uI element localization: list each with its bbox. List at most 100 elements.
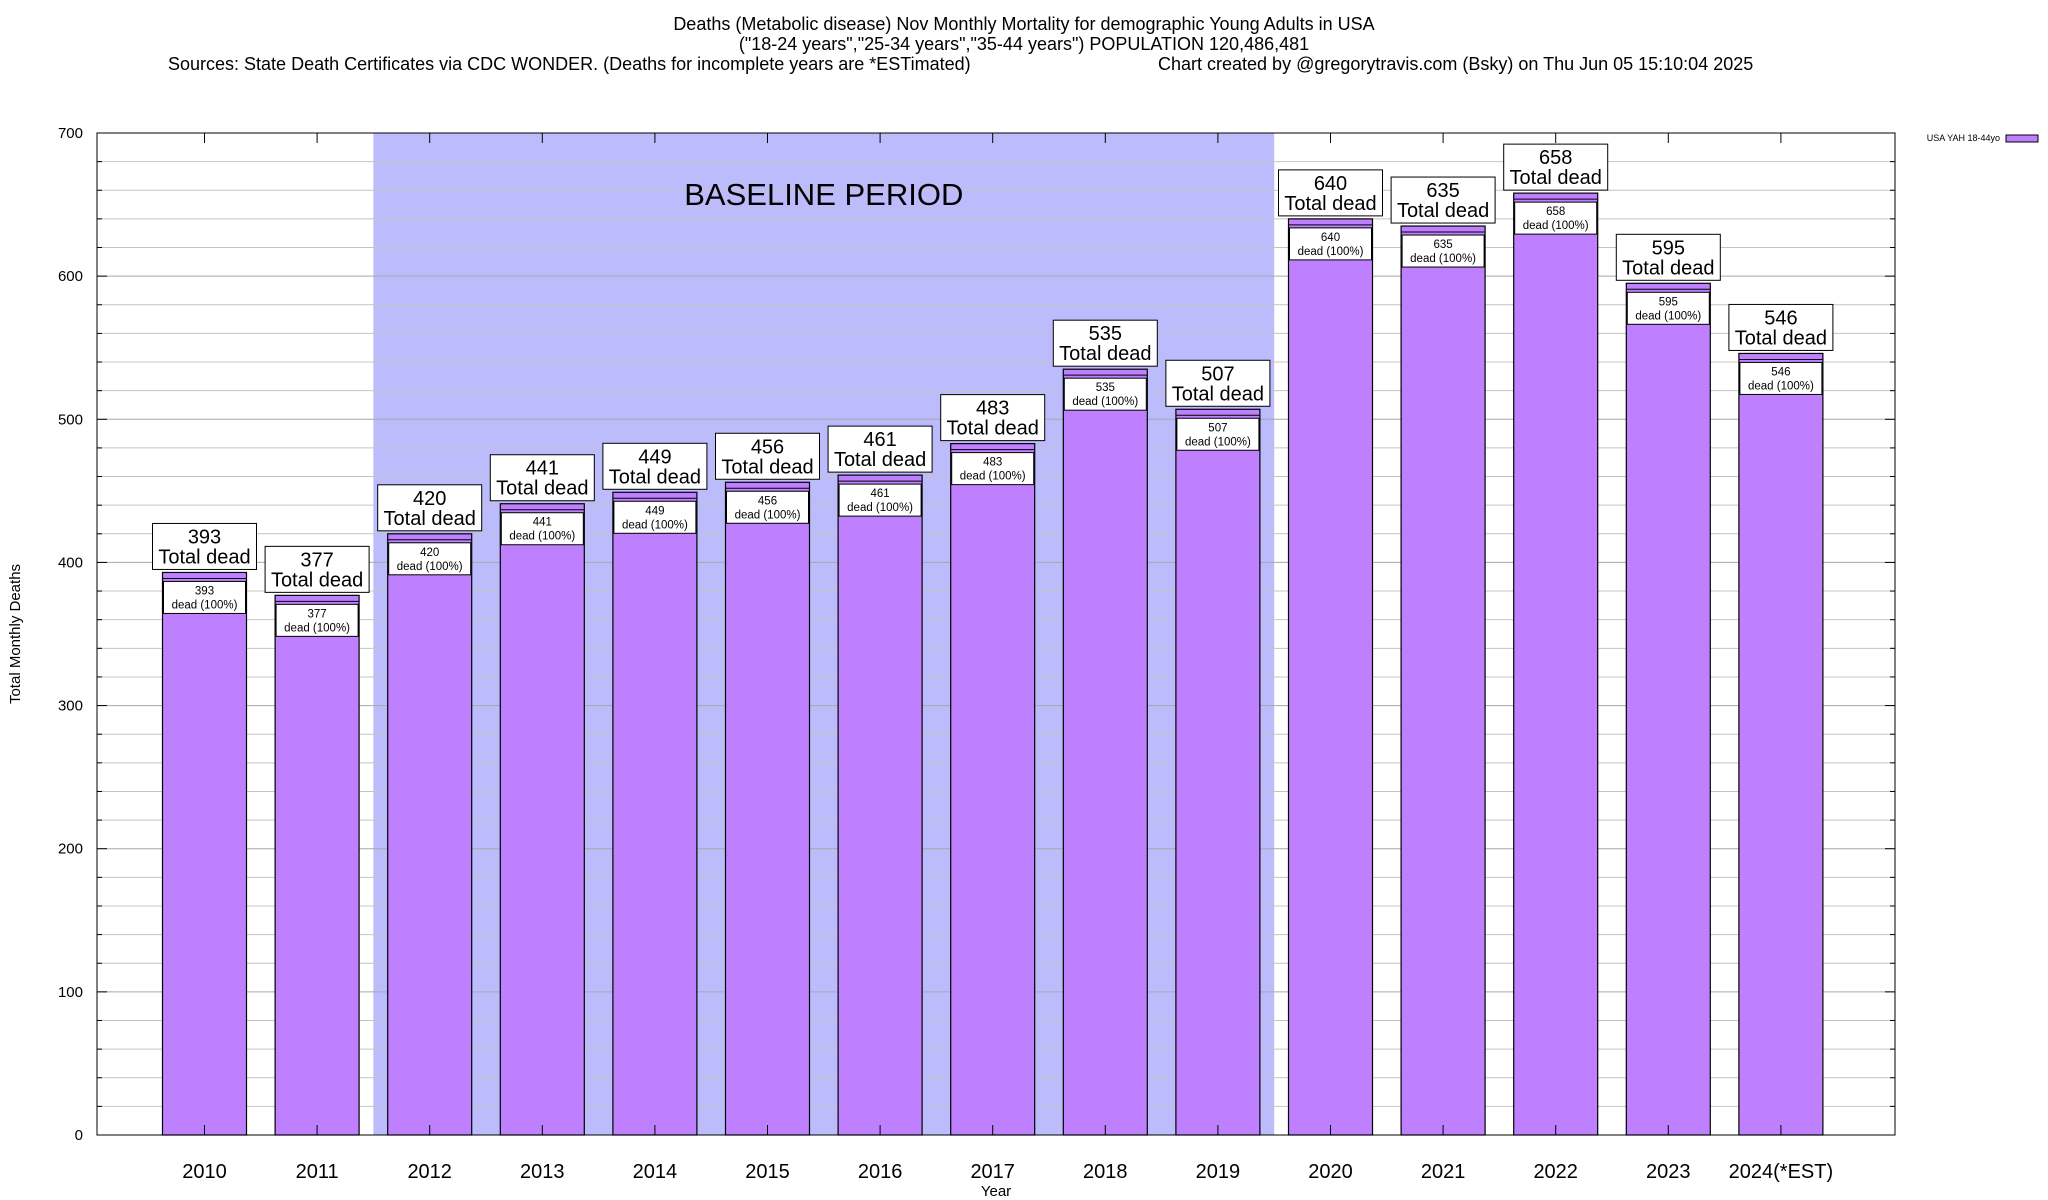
bar-inner-label-box xyxy=(1626,291,1710,325)
bar-inner-label-box xyxy=(1289,227,1372,261)
x-tick-label: 2012 xyxy=(407,1161,452,1183)
bar-inner-value: 449 xyxy=(645,505,664,517)
x-tick-label: 2024(*EST) xyxy=(1729,1161,1834,1183)
x-tick-label: 2010 xyxy=(182,1161,227,1183)
bar-2011 xyxy=(274,594,360,1136)
y-tick-label: 700 xyxy=(58,125,83,142)
bar-2017 xyxy=(950,443,1036,1136)
chart-title-line-1: Deaths (Metabolic disease) Nov Monthly M… xyxy=(673,14,1375,34)
bar-inner-label: dead (100%) xyxy=(397,561,463,573)
legend: USA YAH 18-44yo xyxy=(1927,133,2039,143)
bar-inner-label: dead (100%) xyxy=(847,502,913,514)
bar-inner-label: dead (100%) xyxy=(509,531,575,543)
bar-inner-label: dead (100%) xyxy=(172,599,238,611)
bar-total-label: Total dead xyxy=(609,466,701,488)
x-tick-label: 2022 xyxy=(1533,1161,1578,1183)
chart-title-line-2: ("18-24 years","25-34 years","35-44 year… xyxy=(738,34,1310,54)
bar-2010 xyxy=(161,571,248,1136)
legend-label: USA YAH 18-44yo xyxy=(1927,133,2000,143)
bar-inner-label-box xyxy=(388,542,472,576)
bar-inner-label: dead (100%) xyxy=(622,519,688,531)
bar-total-value: 393 xyxy=(188,526,221,548)
bar-2016 xyxy=(837,474,923,1136)
bar-inner-label: dead (100%) xyxy=(1072,396,1138,408)
bar-inner-value: 461 xyxy=(871,488,890,500)
bar-total-label: Total dead xyxy=(158,546,250,568)
y-tick-label: 600 xyxy=(58,268,83,285)
bar-inner-value: 535 xyxy=(1096,382,1115,394)
bar-total-value: 507 xyxy=(1201,363,1234,385)
bar-2023 xyxy=(1625,282,1711,1136)
bar-total-label-box xyxy=(1390,176,1496,224)
bar-inner-label-box xyxy=(275,603,359,637)
bar-total-value: 377 xyxy=(300,549,333,571)
bar-inner-label: dead (100%) xyxy=(1523,220,1589,232)
bar-total-value: 640 xyxy=(1314,173,1347,195)
bar-2012 xyxy=(387,533,473,1136)
bar-total-label-box xyxy=(1615,233,1721,281)
bar-2014 xyxy=(612,491,698,1136)
bar-total-label: Total dead xyxy=(1735,327,1827,349)
bar-total-label-box xyxy=(1278,169,1383,217)
bar-2022 xyxy=(1513,192,1599,1136)
bar-total-value: 420 xyxy=(413,488,446,510)
bar-total-label: Total dead xyxy=(384,508,476,530)
plot-frame xyxy=(96,132,1896,1136)
bar-total-value: 546 xyxy=(1764,307,1797,329)
y-axis: 0 100 200 300 400 500 600 700 xyxy=(58,125,1895,1144)
x-tick-label: 2016 xyxy=(858,1161,903,1183)
bar-inner-value: 507 xyxy=(1208,422,1227,434)
bar-inner-label-box xyxy=(838,483,922,517)
bar-2020 xyxy=(1287,218,1374,1136)
bar-2018 xyxy=(1062,368,1148,1136)
bar-total-value: 483 xyxy=(976,398,1009,420)
bar-inner-label: dead (100%) xyxy=(1298,246,1364,258)
bar-total-value: 449 xyxy=(638,446,671,468)
bar-total-value: 456 xyxy=(751,436,784,458)
bar-inner-value: 420 xyxy=(420,547,439,559)
bar-inner-value: 546 xyxy=(1771,366,1790,378)
bar-total-label: Total dead xyxy=(271,569,363,591)
legend-swatch xyxy=(2005,134,2039,143)
bar-total-value: 595 xyxy=(1652,237,1685,259)
bar-total-label-box xyxy=(940,394,1046,442)
x-tick-label: 2011 xyxy=(296,1161,339,1183)
x-tick-label: 2014 xyxy=(633,1161,678,1183)
bar-inner-label: dead (100%) xyxy=(1185,436,1251,448)
bar-total-value: 535 xyxy=(1089,323,1122,345)
bar-total-label-box xyxy=(715,432,820,480)
bar-inner-label-box xyxy=(1063,377,1147,411)
bar-inner-value: 640 xyxy=(1321,232,1340,244)
bar-inner-label: dead (100%) xyxy=(735,509,801,521)
bar-2015 xyxy=(724,481,811,1136)
bar-total-label-box xyxy=(1503,143,1609,191)
bar-inner-value: 456 xyxy=(758,495,777,507)
bar-total-label: Total dead xyxy=(1059,343,1151,365)
bar-total-label: Total dead xyxy=(1172,383,1264,405)
bar-total-label-box xyxy=(827,425,933,473)
baseline-period-label: BASELINE PERIOD xyxy=(684,177,963,212)
bar-total-label-box xyxy=(489,454,595,502)
bar-inner-value: 595 xyxy=(1659,296,1678,308)
bar-total-value: 635 xyxy=(1426,180,1459,202)
bar-total-label: Total dead xyxy=(1284,193,1376,215)
bar-inner-label-box xyxy=(163,580,246,614)
y-axis-label: Total Monthly Deaths xyxy=(7,564,24,704)
bar-total-label: Total dead xyxy=(1622,257,1714,279)
bar-2024(*EST) xyxy=(1738,352,1824,1136)
x-tick-label: 2018 xyxy=(1083,1161,1128,1183)
bar-inner-label-box xyxy=(1401,234,1485,268)
bar-inner-label: dead (100%) xyxy=(1635,310,1701,322)
bar-inner-label-box xyxy=(1176,417,1260,451)
bar-total-label-box xyxy=(1165,359,1271,407)
bar-inner-label: dead (100%) xyxy=(1410,253,1476,265)
bar-total-label-box xyxy=(602,442,708,490)
bar-total-label: Total dead xyxy=(496,478,588,500)
bar-total-value: 441 xyxy=(526,458,559,480)
chart-credit: Chart created by @gregorytravis.com (Bsk… xyxy=(1158,54,1754,74)
bar-inner-label-box xyxy=(500,512,584,546)
bar-inner-label-box xyxy=(726,490,809,524)
bar-total-label-box xyxy=(1052,319,1158,367)
bar-inner-value: 393 xyxy=(195,585,214,597)
